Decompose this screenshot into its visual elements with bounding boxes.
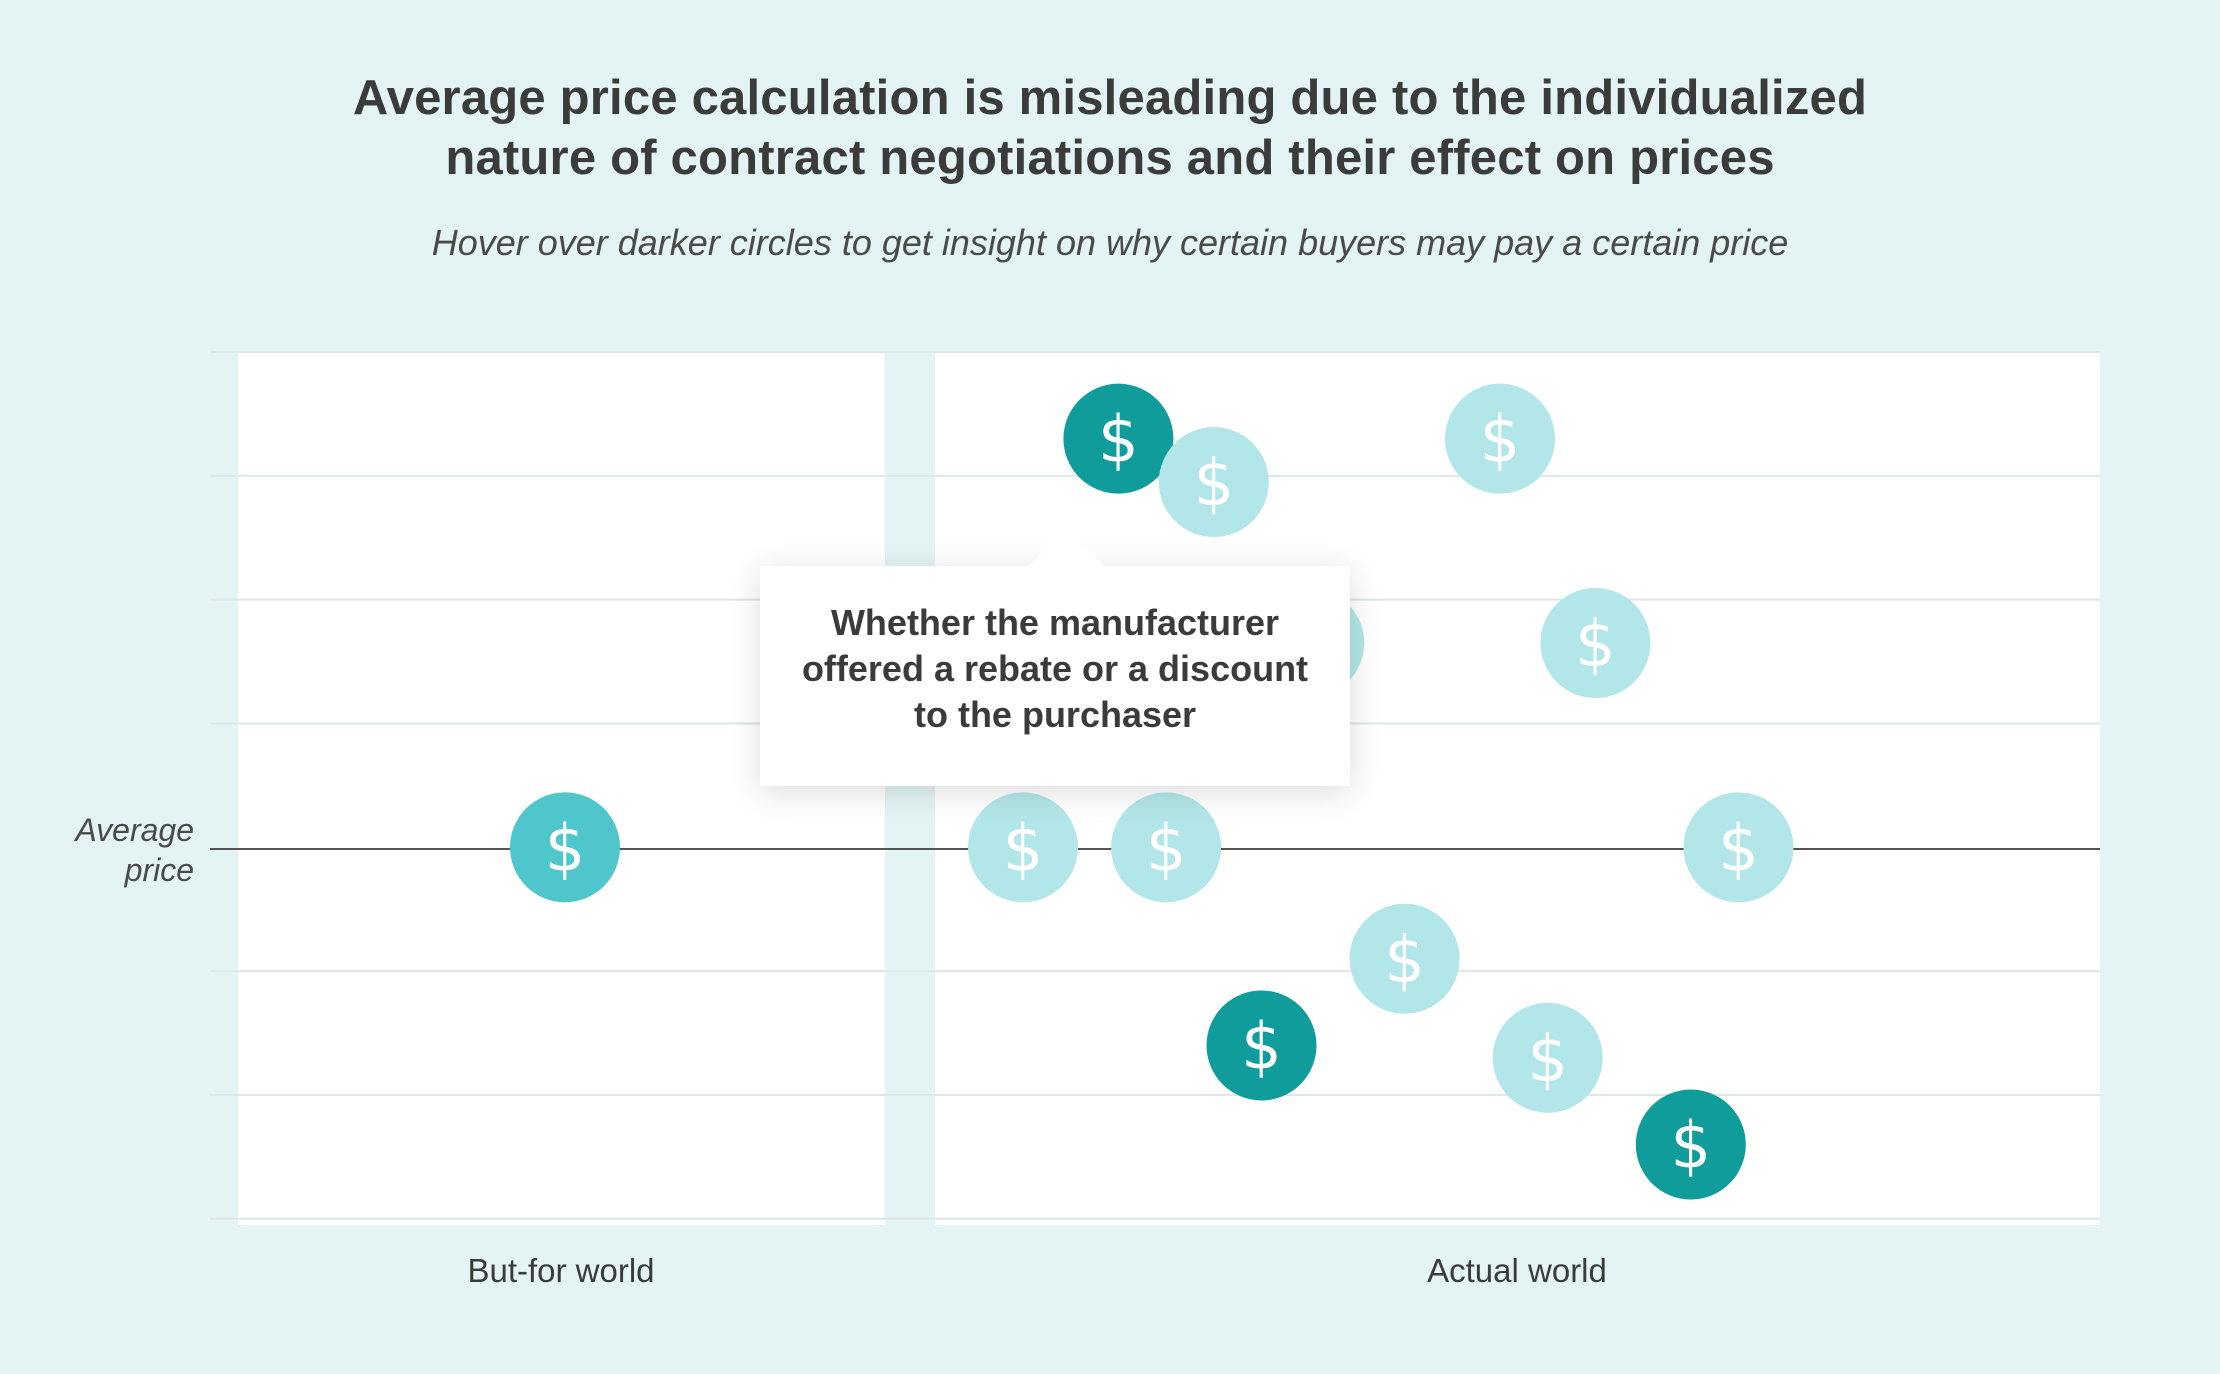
point-circle[interactable] — [1635, 1089, 1746, 1200]
category-label-but-for-world: But-for world — [467, 1252, 654, 1289]
dollar-icon: $ — [1575, 608, 1616, 682]
tooltip-line-1: Whether the manufacturer — [830, 602, 1280, 643]
dollar-icon: $ — [1480, 404, 1521, 478]
point-circle — [1111, 792, 1222, 903]
chart-title-line-1: Average price calculation is misleading … — [352, 71, 1868, 125]
point-circle — [1445, 383, 1555, 494]
point-circle — [1158, 427, 1269, 538]
dollar-icon: $ — [1718, 812, 1759, 886]
chart-title-line-2: nature of contract negotiations and thei… — [445, 131, 1775, 185]
point-circle — [1349, 903, 1460, 1014]
but-for-panel — [238, 352, 885, 1225]
category-label-actual-world: Actual world — [1427, 1252, 1607, 1289]
dollar-icon: $ — [1384, 924, 1425, 998]
dollar-icon: $ — [545, 812, 586, 886]
point-circle — [510, 792, 620, 903]
data-point: $ — [1111, 792, 1222, 903]
data-point: $ — [1445, 383, 1555, 494]
point-circle[interactable] — [1063, 383, 1174, 494]
data-point: $ — [1349, 903, 1460, 1014]
data-point: $ — [510, 792, 620, 903]
data-point: $ — [968, 792, 1078, 903]
data-point[interactable]: $ — [1206, 990, 1317, 1101]
data-point[interactable]: $ — [1063, 383, 1174, 494]
dollar-icon: $ — [1003, 812, 1044, 886]
point-circle[interactable] — [1206, 990, 1317, 1101]
insight-tooltip: Whether the manufacturer offered a rebat… — [760, 530, 1350, 786]
dollar-icon: $ — [1527, 1023, 1568, 1097]
dollar-icon: $ — [1241, 1010, 1282, 1084]
chart-title: Average price calculation is misleading … — [0, 68, 2220, 188]
tooltip-line-2: offered a rebate or a discount — [801, 648, 1309, 689]
data-point: $ — [1540, 588, 1651, 698]
points-layer: $$$$$$$$$$$$$ — [510, 383, 1794, 1200]
point-circle — [968, 792, 1078, 903]
data-point: $ — [1492, 1002, 1603, 1113]
point-circle — [1683, 792, 1794, 903]
point-circle — [1540, 588, 1651, 698]
dollar-icon: $ — [1146, 812, 1187, 886]
data-point[interactable]: $ — [1635, 1089, 1746, 1200]
gridlines — [210, 351, 2100, 1220]
average-price-label-2: price — [124, 852, 194, 888]
chart-subtitle: Hover over darker circles to get insight… — [431, 222, 1789, 263]
data-point: $ — [1683, 792, 1794, 903]
dollar-icon: $ — [1098, 404, 1139, 478]
point-circle — [1492, 1002, 1603, 1113]
dollar-icon: $ — [1670, 1110, 1711, 1184]
dollar-icon: $ — [1193, 447, 1234, 521]
data-point: $ — [1158, 427, 1269, 538]
tooltip-line-3: to the purchaser — [913, 694, 1197, 735]
average-price-label: Average — [73, 812, 194, 848]
